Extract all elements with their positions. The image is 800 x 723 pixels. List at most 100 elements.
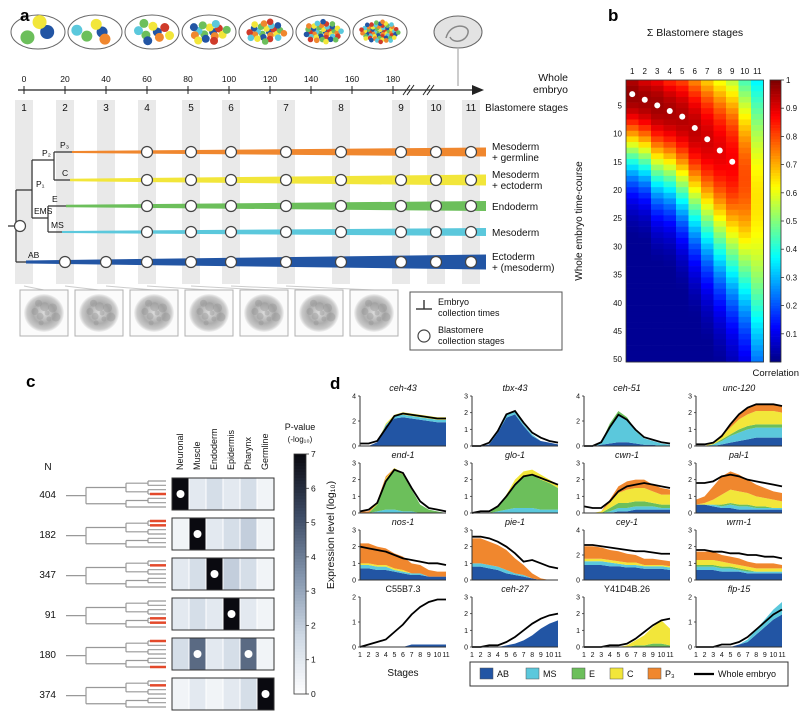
svg-text:0: 0 (576, 645, 580, 652)
heatmap-y-ticks: 5 10 15 20 25 30 35 40 45 50 (613, 101, 622, 364)
legend-embryo-times-line1: Embryo (438, 297, 469, 307)
gene-expression-charts: ceh-43024tbx-430123ceh-51024unc-1200123e… (352, 383, 786, 659)
svg-text:1: 1 (352, 620, 356, 627)
svg-text:8: 8 (530, 652, 534, 659)
svg-text:0: 0 (352, 444, 356, 451)
svg-text:3: 3 (487, 652, 491, 659)
svg-text:1: 1 (688, 620, 692, 627)
svg-text:2: 2 (576, 553, 580, 560)
lineage-bands (26, 147, 486, 270)
stage-shade-columns (15, 100, 480, 284)
svg-text:1: 1 (688, 494, 692, 501)
svg-text:1: 1 (470, 652, 474, 659)
best-match-dots (629, 91, 736, 165)
heatmap-cells (625, 79, 764, 363)
svg-text:1: 1 (21, 103, 27, 114)
whole-embryo-axis-label-line2: embryo (533, 84, 568, 96)
svg-text:10: 10 (658, 652, 666, 659)
svg-text:5: 5 (616, 652, 620, 659)
svg-text:4: 4 (352, 394, 356, 401)
svg-text:0: 0 (352, 511, 356, 518)
svg-text:11: 11 (753, 67, 762, 76)
tissue-column-headers: Neuronal Muscle Endoderm Epidermis Pharynx Ge… (175, 428, 270, 470)
svg-text:100: 100 (222, 74, 236, 84)
svg-text:2: 2 (311, 620, 316, 630)
svg-text:6: 6 (737, 652, 741, 659)
svg-text:Endoderm: Endoderm (492, 202, 538, 213)
svg-text:45: 45 (613, 327, 622, 336)
svg-text:10: 10 (546, 652, 554, 659)
svg-text:5: 5 (680, 67, 685, 76)
svg-text:unc-120: unc-120 (723, 383, 756, 393)
svg-text:Ectoderm: Ectoderm (492, 252, 535, 263)
svg-text:10: 10 (770, 652, 778, 659)
svg-text:4: 4 (576, 528, 580, 535)
pvalue-colorbar-subtitle: (-log₁₀) (288, 435, 313, 444)
svg-text:7: 7 (410, 652, 414, 659)
svg-text:1: 1 (311, 655, 316, 665)
svg-text:5: 5 (618, 101, 623, 110)
pvalue-colorbar: 7 6 5 4 3 2 1 0 (293, 449, 316, 699)
svg-text:10: 10 (613, 130, 622, 139)
svg-text:glo-1: glo-1 (505, 450, 525, 460)
svg-text:0.4: 0.4 (786, 245, 798, 254)
panel-a-legend: Embryo collection times Blastomere colle… (409, 291, 563, 351)
svg-text:2: 2 (703, 652, 707, 659)
svg-text:2: 2 (576, 419, 580, 426)
panel-c-cluster-enrichment: Neuronal Muscle Endoderm Epidermis Pharynx Ge… (39, 422, 316, 711)
svg-text:wrm-1: wrm-1 (727, 517, 752, 527)
heatmap-title: Σ Blastomere stages (647, 27, 743, 39)
svg-text:2: 2 (688, 544, 692, 551)
svg-text:ceh-51: ceh-51 (613, 383, 641, 393)
panel-a-lineage-diagram: 0 20 40 60 80 100 120 140 160 180 1 2 3 4 5 6 7 8 9 10 11 P… (8, 14, 568, 351)
svg-text:180: 180 (39, 650, 56, 661)
svg-text:P₂: P₂ (42, 148, 51, 158)
svg-text:2: 2 (352, 544, 356, 551)
panel-d-label: d (330, 374, 341, 393)
svg-text:2: 2 (591, 652, 595, 659)
embryo-photo-strip (19, 285, 399, 337)
svg-text:0: 0 (576, 511, 580, 518)
svg-text:9: 9 (651, 652, 655, 659)
svg-text:1: 1 (688, 427, 692, 434)
svg-text:9: 9 (763, 652, 767, 659)
svg-text:6: 6 (693, 67, 698, 76)
svg-text:2: 2 (464, 611, 468, 618)
blastomere-stage-numbers: 1 2 3 4 5 6 7 8 9 10 11 (21, 103, 476, 114)
svg-text:4: 4 (576, 394, 580, 401)
svg-text:11: 11 (666, 652, 673, 659)
svg-text:1: 1 (464, 561, 468, 568)
svg-text:2: 2 (643, 67, 648, 76)
svg-text:EMS: EMS (34, 206, 53, 216)
svg-text:25: 25 (613, 214, 622, 223)
correlation-colorbar: 1 0.9 0.8 0.7 0.6 0.5 0.4 0.3 0.2 0.1 (769, 76, 798, 363)
svg-text:2: 2 (352, 595, 356, 602)
svg-text:3: 3 (464, 461, 468, 468)
svg-text:3: 3 (464, 394, 468, 401)
svg-text:20: 20 (613, 186, 622, 195)
svg-text:8: 8 (754, 652, 758, 659)
svg-text:0.6: 0.6 (786, 189, 798, 198)
svg-text:Germline: Germline (260, 433, 270, 470)
svg-text:P₁: P₁ (36, 179, 45, 189)
svg-text:0: 0 (464, 578, 468, 585)
svg-text:7: 7 (522, 652, 526, 659)
panel-d-gene-expression: ceh-43024tbx-430123ceh-51024unc-1200123e… (325, 383, 789, 687)
svg-text:6: 6 (228, 103, 234, 114)
svg-text:2: 2 (688, 410, 692, 417)
svg-text:P₃: P₃ (665, 669, 675, 679)
panel-a-label: a (20, 6, 30, 25)
cluster-rows: 404 182 347 91 180 374 (39, 477, 275, 711)
svg-text:3: 3 (464, 595, 468, 602)
embryo-cartoon-row (10, 14, 483, 86)
svg-text:2: 2 (576, 477, 580, 484)
svg-text:MS: MS (51, 220, 64, 230)
svg-text:AB: AB (28, 250, 40, 260)
svg-text:11: 11 (778, 652, 785, 659)
blastomere-stages-axis-label: Blastomere stages (485, 103, 568, 114)
svg-text:9: 9 (730, 67, 735, 76)
svg-text:+ germline: + germline (492, 153, 539, 164)
svg-text:1: 1 (358, 652, 362, 659)
svg-text:5: 5 (392, 652, 396, 659)
